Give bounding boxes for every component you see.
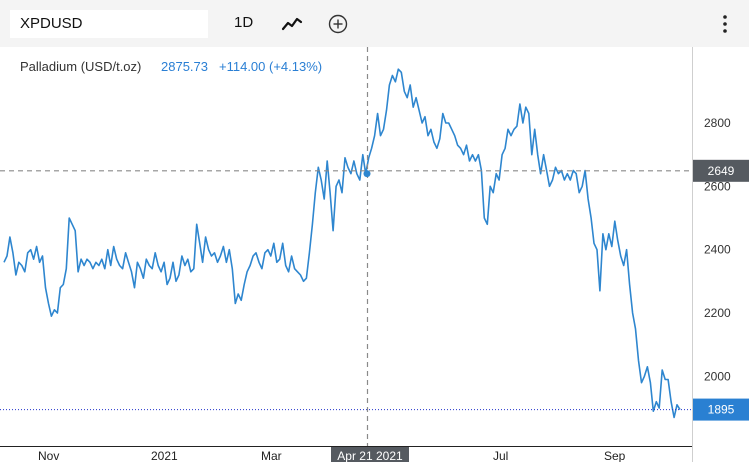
y-tick-label: 2400 — [704, 243, 731, 257]
y-tick-label: 2600 — [704, 179, 731, 193]
crosshair-price-label: 2649 — [708, 164, 735, 178]
price-series-line — [3, 68, 681, 419]
crosshair-point — [363, 170, 371, 178]
quote-change: +114.00 (+4.13%) — [219, 59, 322, 74]
x-tick-label: Nov — [38, 449, 59, 462]
symbol-search-input[interactable]: XPDUSD — [10, 10, 208, 38]
x-tick-label: Sep — [604, 449, 626, 462]
crosshair-date-label: Apr 21 2021 — [337, 449, 403, 462]
add-indicator-icon[interactable] — [326, 12, 350, 36]
quote-name: Palladium (USD/t.oz) — [20, 59, 141, 74]
crosshair-price-badge — [693, 159, 749, 182]
x-tick-label: Jul — [493, 449, 508, 462]
last-price-badge — [693, 398, 749, 421]
last-price-label: 1895 — [708, 403, 735, 417]
toolbar: XPDUSD 1D — [0, 0, 749, 47]
x-tick-label: 2021 — [151, 449, 178, 462]
y-tick-label: 2800 — [704, 116, 731, 130]
crosshair-date-badge — [331, 447, 409, 462]
quote-price: 2875.73 — [161, 59, 208, 74]
interval-selector[interactable]: 1D — [234, 14, 254, 31]
y-tick-label: 2000 — [704, 369, 731, 383]
more-vertical-icon[interactable] — [718, 12, 732, 36]
line-chart-icon[interactable] — [280, 12, 304, 36]
x-tick-label: Mar — [261, 449, 282, 462]
y-tick-label: 2200 — [704, 306, 731, 320]
